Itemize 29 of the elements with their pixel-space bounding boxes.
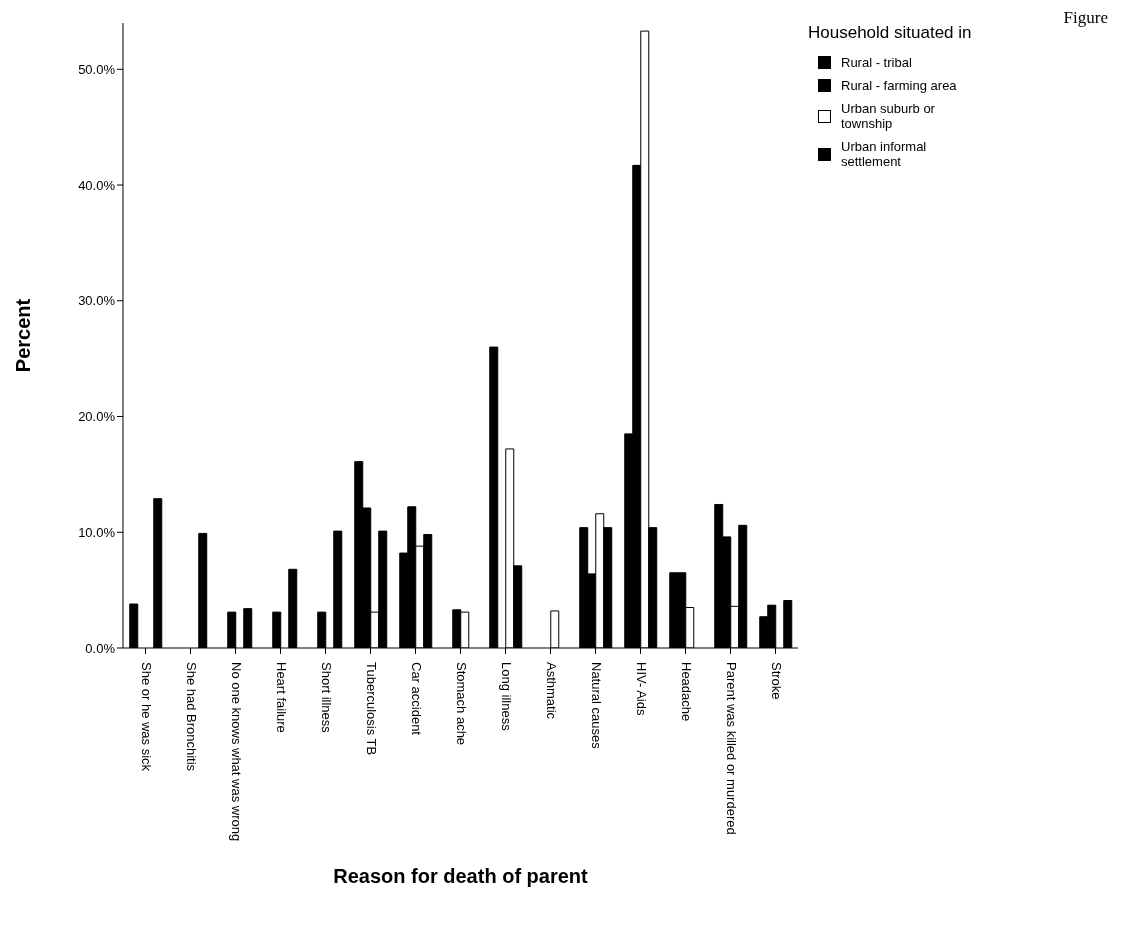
x-tick-label: She had Bronchitis <box>183 662 199 772</box>
y-axis-title: Percent <box>12 298 35 373</box>
x-tick-label: Heart failure <box>273 662 289 733</box>
y-tick-label: 20.0% <box>78 409 116 425</box>
y-tick-label: 10.0% <box>78 524 116 540</box>
x-tick-label: Headache <box>678 662 694 722</box>
y-tick-label: 30.0% <box>78 293 116 309</box>
x-tick-label: Natural causes <box>588 662 604 750</box>
legend-label: Urban informal settlement <box>841 139 928 169</box>
x-axis-title: Reason for death of parent <box>333 865 589 887</box>
x-tick-label: HIV- Aids <box>633 662 649 716</box>
x-tick-label: Long illness <box>498 662 514 732</box>
x-tick-label: Stroke <box>768 662 784 700</box>
x-tick-label: Car accident <box>408 662 424 736</box>
x-tick-label: Parent was killed or murdered <box>723 662 739 835</box>
y-tick-label: 40.0% <box>78 177 116 193</box>
text: Figure <box>1063 8 1108 28</box>
x-tick-label: Tuberculosis TB <box>363 662 379 756</box>
legend-label: Rural - farming area <box>841 78 958 93</box>
legend-title: Household situated in <box>808 23 972 42</box>
legend-label: Urban suburb or township <box>841 101 936 131</box>
y-tick-label: 0.0% <box>85 640 116 656</box>
x-tick-label: Asthmatic <box>543 662 559 720</box>
legend-label: Rural - tribal <box>841 55 913 70</box>
x-tick-label: She or he was sick <box>138 662 154 772</box>
x-tick-label: No one knows what was wrong <box>228 662 244 842</box>
x-tick-label: Stomach ache <box>453 662 469 746</box>
y-tick-label: 50.0% <box>78 61 116 77</box>
x-tick-label: Short illness <box>318 662 334 734</box>
